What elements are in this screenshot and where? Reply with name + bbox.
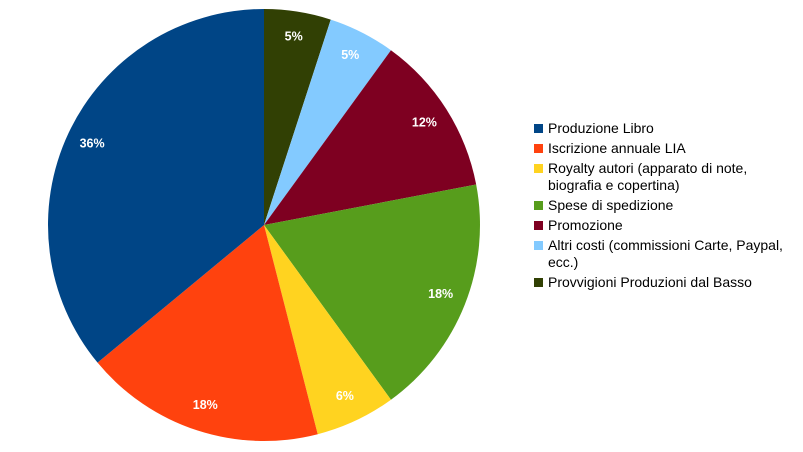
- pie-slice: [97, 225, 318, 441]
- legend-swatch: [534, 164, 543, 173]
- pie-slice-label: 12%: [412, 115, 437, 129]
- pie-slice: [264, 9, 331, 225]
- legend-item: Produzione Libro: [534, 120, 796, 137]
- legend-label: Produzione Libro: [548, 120, 654, 136]
- legend-item: Promozione: [534, 217, 796, 234]
- legend-item: Royalty autori (apparato di note, biogra…: [534, 160, 796, 194]
- chart-legend: Produzione Libro Iscrizione annuale LIA Ro…: [534, 120, 796, 294]
- legend-label: Provvigioni Produzioni dal Basso: [548, 274, 752, 290]
- pie-slice: [264, 19, 391, 225]
- pie-slice-label: 18%: [193, 398, 218, 412]
- pie-slice-label: 5%: [341, 48, 359, 62]
- legend-label: Iscrizione annuale LIA: [548, 140, 686, 156]
- legend-item: Iscrizione annuale LIA: [534, 140, 796, 157]
- legend-item: Provvigioni Produzioni dal Basso: [534, 274, 796, 291]
- pie-slice-label: 5%: [285, 30, 303, 44]
- legend-item: Spese di spedizione: [534, 197, 796, 214]
- legend-label: Promozione: [548, 217, 623, 233]
- legend-label: Altri costi (commissioni Carte, Paypal, …: [548, 237, 783, 270]
- pie-slice: [264, 225, 391, 435]
- pie-slice: [48, 9, 264, 363]
- legend-label: Spese di spedizione: [548, 197, 674, 213]
- pie-slice-label: 18%: [428, 287, 453, 301]
- legend-swatch: [534, 124, 543, 133]
- legend-swatch: [534, 278, 543, 287]
- legend-swatch: [534, 241, 543, 250]
- legend-swatch: [534, 144, 543, 153]
- pie-slice: [264, 50, 477, 225]
- pie-slice-labels: 5% 5% 12% 18% 6% 18% 36%: [80, 30, 454, 412]
- pie-slice: [264, 184, 480, 400]
- pie-slices: [48, 9, 480, 441]
- legend-swatch: [534, 221, 543, 230]
- legend-swatch: [534, 201, 543, 210]
- legend-item: Altri costi (commissioni Carte, Paypal, …: [534, 237, 796, 271]
- pie-slice-label: 6%: [336, 389, 354, 403]
- pie-slice-label: 36%: [80, 136, 105, 150]
- legend-label: Royalty autori (apparato di note, biogra…: [548, 160, 748, 193]
